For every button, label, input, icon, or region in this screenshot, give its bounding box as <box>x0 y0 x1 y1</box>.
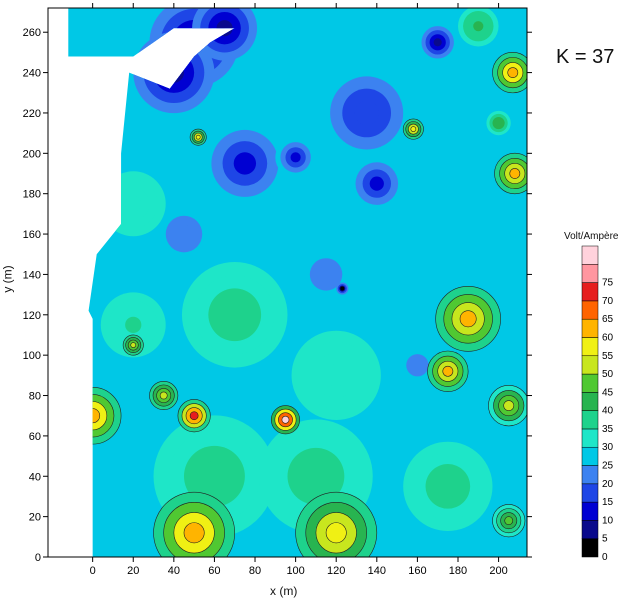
colorbar: 0 5 10 15 20 25 30 35 40 45 50 55 60 65 70 75 <box>581 245 614 563</box>
y-tick-label: 160 <box>23 229 41 241</box>
x-tick-label: 160 <box>408 565 426 577</box>
y-tick-label: 240 <box>23 68 41 80</box>
y-tick-label: 120 <box>23 310 41 322</box>
anomaly-35 <box>122 334 144 356</box>
anomaly-23 <box>295 491 378 557</box>
colorbar-tick-label: 70 <box>602 296 614 307</box>
anomaly-25 <box>427 350 469 392</box>
x-tick-label: 180 <box>449 565 467 577</box>
x-tick-label: 100 <box>286 565 304 577</box>
y-tick-label: 0 <box>35 552 41 564</box>
colorbar-swatch <box>581 355 599 375</box>
k-value-label: K = 37 <box>556 46 615 68</box>
colorbar-tick-label: 45 <box>602 387 614 398</box>
colorbar-tick-label: 65 <box>602 314 614 325</box>
colorbar-tick-label: 25 <box>602 461 614 472</box>
colorbar-tick-label: 40 <box>602 406 614 417</box>
y-tick-label: 80 <box>29 391 41 403</box>
y-tick-label: 40 <box>29 471 41 483</box>
colorbar-swatch <box>581 373 599 393</box>
x-tick-label: 0 <box>90 565 96 577</box>
anomaly-10 <box>293 241 359 307</box>
x-tick-label: 60 <box>208 565 220 577</box>
y-tick-label: 260 <box>23 27 41 39</box>
anomaly-27 <box>494 152 527 195</box>
colorbar-tick-label: 15 <box>602 497 614 508</box>
colorbar-swatch <box>581 318 599 338</box>
colorbar-tick-label: 10 <box>602 515 614 526</box>
colorbar-swatch <box>581 410 599 430</box>
y-tick-label: 100 <box>23 350 41 362</box>
anomaly-3 <box>421 26 454 59</box>
anomaly-22 <box>153 491 236 557</box>
anomaly-33 <box>189 128 207 146</box>
anomaly-17 <box>100 292 166 358</box>
colorbar-tick-label: 50 <box>602 369 614 380</box>
colorbar-swatch <box>581 428 599 448</box>
colorbar-tick-label: 55 <box>602 351 614 362</box>
colorbar-tick-label: 30 <box>602 442 614 453</box>
colorbar-tick-label: 5 <box>602 534 608 545</box>
anomaly-21 <box>270 405 300 435</box>
x-axis-title: x (m) <box>270 584 298 598</box>
anomaly-20 <box>177 399 211 433</box>
colorbar-swatch <box>581 446 599 466</box>
anomaly-13 <box>356 254 438 336</box>
colorbar-tick-label: 75 <box>602 278 614 289</box>
anomaly-26 <box>492 51 527 94</box>
y-tick-label: 180 <box>23 189 41 201</box>
anomaly-32 <box>402 118 424 140</box>
colorbar-swatch <box>581 337 599 357</box>
anomaly-16 <box>403 441 493 532</box>
anomaly-28 <box>488 385 527 427</box>
y-tick-label: 140 <box>23 269 41 281</box>
x-tick-label: 200 <box>489 565 507 577</box>
y-tick-label: 200 <box>23 148 41 160</box>
colorbar-swatch <box>581 392 599 411</box>
colorbar-tick-label: 20 <box>602 479 614 490</box>
anomaly-4 <box>200 118 290 209</box>
plot-area <box>47 7 528 558</box>
y-tick-label: 20 <box>29 512 41 524</box>
colorbar-swatch <box>581 300 599 320</box>
y-axis-title: y (m) <box>0 265 15 293</box>
colorbar-title: Volt/Ampère <box>564 231 619 242</box>
x-tick-label: 120 <box>327 565 345 577</box>
anomaly-5 <box>317 64 416 162</box>
anomaly-34 <box>486 110 511 136</box>
anomaly-6 <box>348 155 406 213</box>
colorbar-swatch <box>581 245 599 265</box>
colorbar-tick-label: 0 <box>602 552 608 563</box>
colorbar-tick-label: 35 <box>602 424 614 435</box>
anomaly-7 <box>275 137 316 178</box>
anomaly-8 <box>147 197 221 271</box>
anomaly-36 <box>149 381 179 411</box>
y-tick-label: 60 <box>29 431 41 443</box>
anomaly-30 <box>457 8 499 47</box>
x-tick-label: 140 <box>368 565 386 577</box>
colorbar-swatch <box>581 465 599 485</box>
colorbar-swatch <box>581 520 599 539</box>
anomaly-12 <box>181 262 288 368</box>
x-tick-label: 20 <box>127 565 139 577</box>
colorbar-tick-label: 60 <box>602 332 614 343</box>
anomaly-29 <box>492 504 526 538</box>
anomaly-15 <box>259 419 373 534</box>
y-tick-label: 220 <box>23 108 41 120</box>
x-tick-label: 40 <box>168 565 180 577</box>
x-axis: 0 20 40 60 80 100 120 140 160 180 200 <box>90 3 508 577</box>
colorbar-swatch <box>581 538 599 558</box>
colorbar-swatch <box>581 483 599 503</box>
anomaly-31 <box>336 282 349 295</box>
plot-frame <box>47 7 528 558</box>
colorbar-swatch <box>581 501 599 521</box>
anomaly-18 <box>291 330 381 420</box>
y-axis: 0 20 40 60 80 100 120 140 160 180 200 220 240 260 <box>23 27 532 564</box>
anomaly-24 <box>435 286 501 352</box>
colorbar-swatch <box>581 264 599 283</box>
x-tick-label: 80 <box>249 565 261 577</box>
colorbar-swatch <box>581 282 599 302</box>
